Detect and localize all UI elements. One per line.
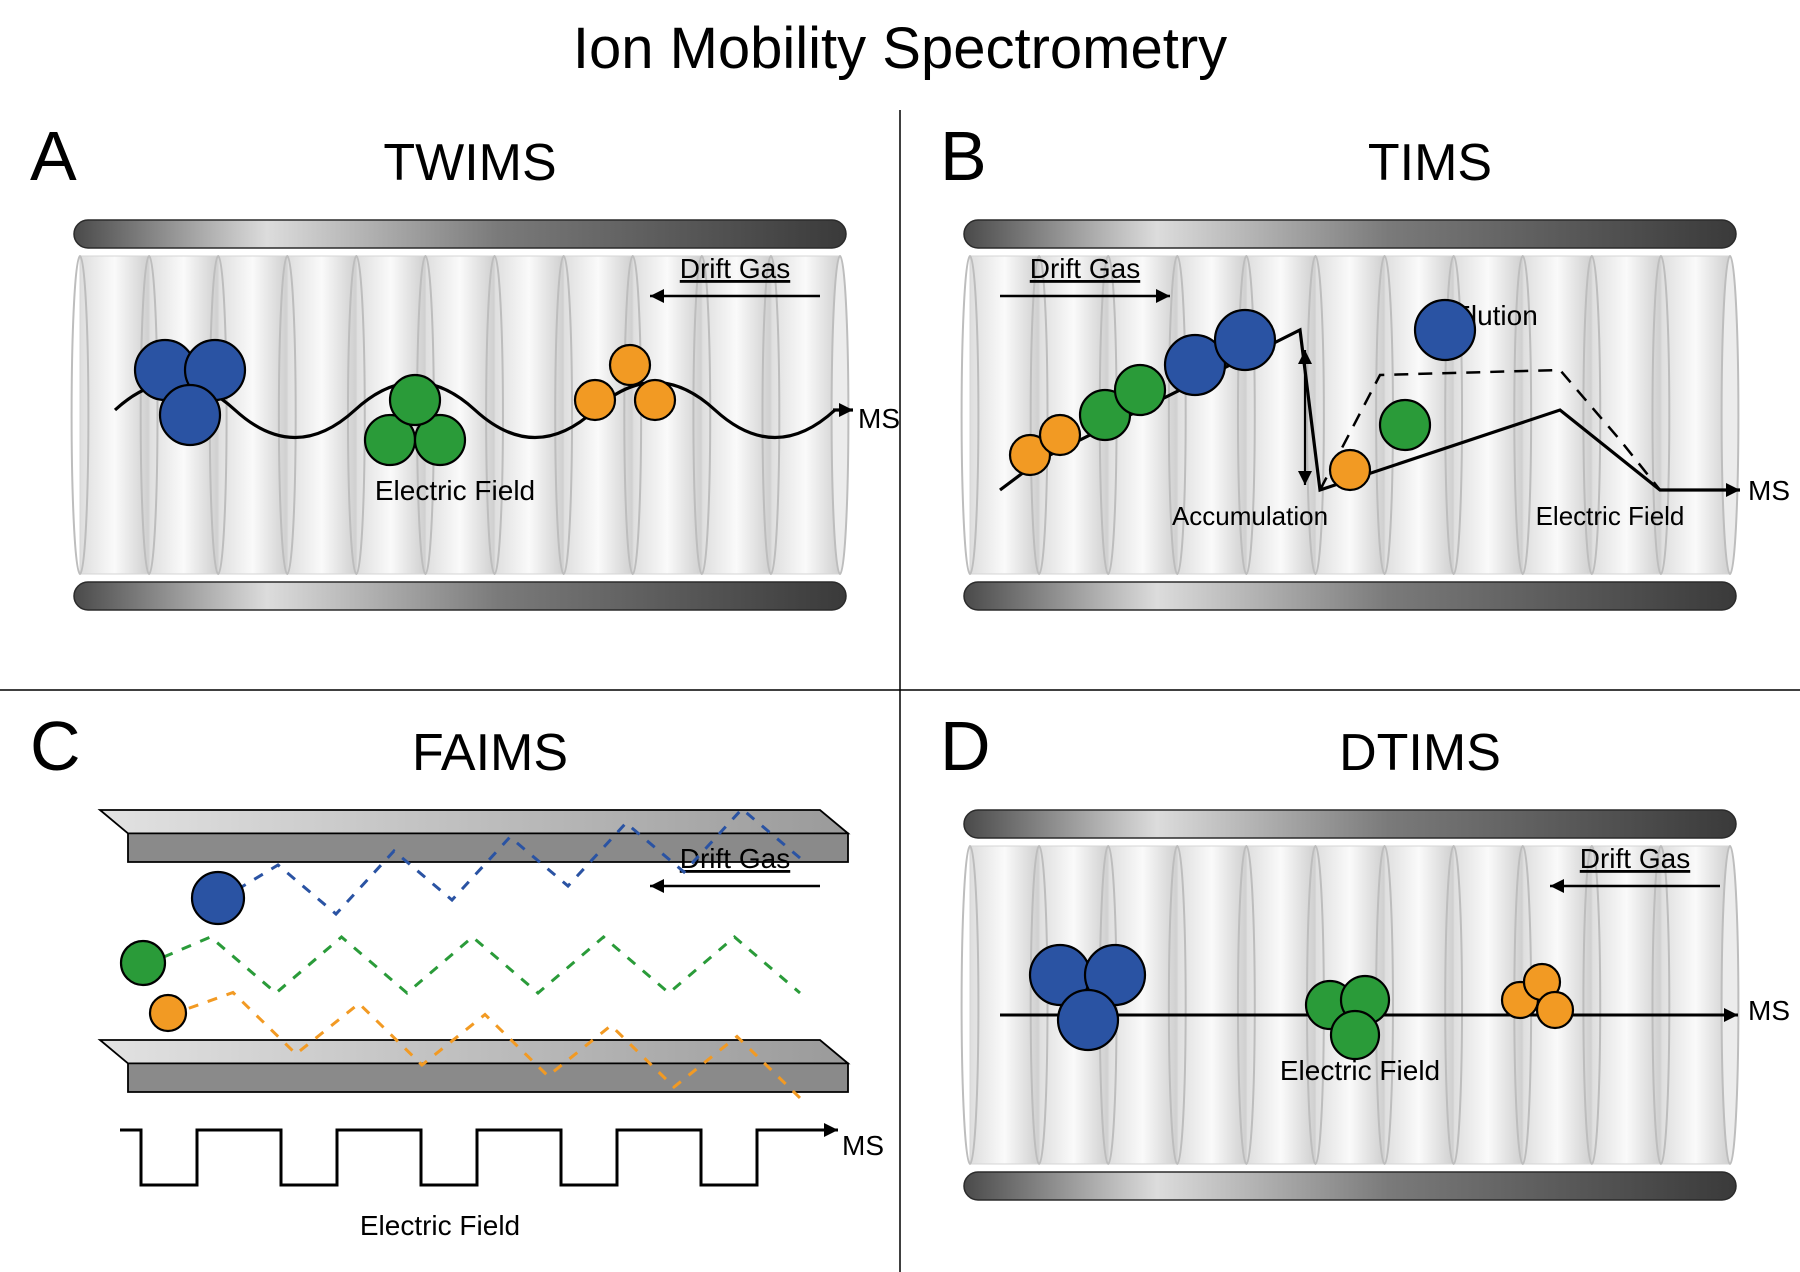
electric-field-label: Electric Field [1280, 1055, 1440, 1086]
panel-title-tims: TIMS [1368, 134, 1492, 192]
ion-orange [1040, 415, 1080, 455]
panel-letter-D: D [940, 707, 991, 785]
tube-ring [1385, 846, 1454, 1164]
ion-blue [1215, 310, 1275, 370]
drift-gas-label: Drift Gas [1580, 843, 1690, 874]
ms-label: MS [1748, 475, 1790, 506]
tube-top-bar [74, 220, 846, 248]
tube-ring [1177, 846, 1246, 1164]
ion-blue [1058, 990, 1118, 1050]
ion-orange [575, 380, 615, 420]
electric-field-label: Electric Field [360, 1210, 520, 1241]
panel-title-faims: FAIMS [412, 724, 568, 782]
ion-orange [635, 380, 675, 420]
drift-gas-label: Drift Gas [680, 253, 790, 284]
ms-label: MS [1748, 995, 1790, 1026]
panel-letter-C: C [30, 707, 81, 785]
accumulation-label: Accumulation [1172, 501, 1328, 531]
ms-label: MS [842, 1130, 884, 1161]
tube-ring [1592, 846, 1661, 1164]
ion-green [1331, 1011, 1379, 1059]
tube-ring [287, 256, 356, 574]
tube-bottom-bar [74, 582, 846, 610]
panel-letter-B: B [940, 117, 987, 195]
ion-orange [150, 995, 186, 1031]
tube-ring [702, 256, 771, 574]
ion-orange [1330, 450, 1370, 490]
ion-blue [1415, 300, 1475, 360]
ms-label: MS [858, 403, 900, 434]
ion-green [1115, 365, 1165, 415]
faims-bottom-plate-top [100, 1040, 848, 1063]
faims-top-plate-top [100, 810, 848, 833]
tube-top-bar [964, 810, 1736, 838]
ion-orange [610, 345, 650, 385]
ion-green [121, 941, 165, 985]
figure-title: Ion Mobility Spectrometry [573, 16, 1227, 81]
tube-top-bar [964, 220, 1736, 248]
tube-endcap [1722, 846, 1739, 1164]
tube-endcap [1722, 256, 1739, 574]
tube-ring [80, 256, 149, 574]
panel-letter-A: A [30, 117, 77, 195]
tube-ring [970, 846, 1039, 1164]
tube-ring [495, 256, 564, 574]
ion-blue [160, 385, 220, 445]
panel-title-twims: TWIMS [383, 134, 556, 192]
ion-blue [192, 872, 244, 924]
tube-ring [1661, 846, 1730, 1164]
faims-bottom-plate-front [128, 1063, 848, 1092]
tube-ring [218, 256, 287, 574]
tube-bottom-bar [964, 582, 1736, 610]
electric-field-label: Electric Field [1536, 501, 1685, 531]
tube-bottom-bar [964, 1172, 1736, 1200]
electric-field-label: Electric Field [375, 475, 535, 506]
drift-gas-label: Drift Gas [1030, 253, 1140, 284]
ion-green [1380, 400, 1430, 450]
ion-green [390, 375, 440, 425]
ion-orange [1537, 992, 1573, 1028]
tube-ring [970, 256, 1039, 574]
panel-title-dtims: DTIMS [1339, 724, 1501, 782]
